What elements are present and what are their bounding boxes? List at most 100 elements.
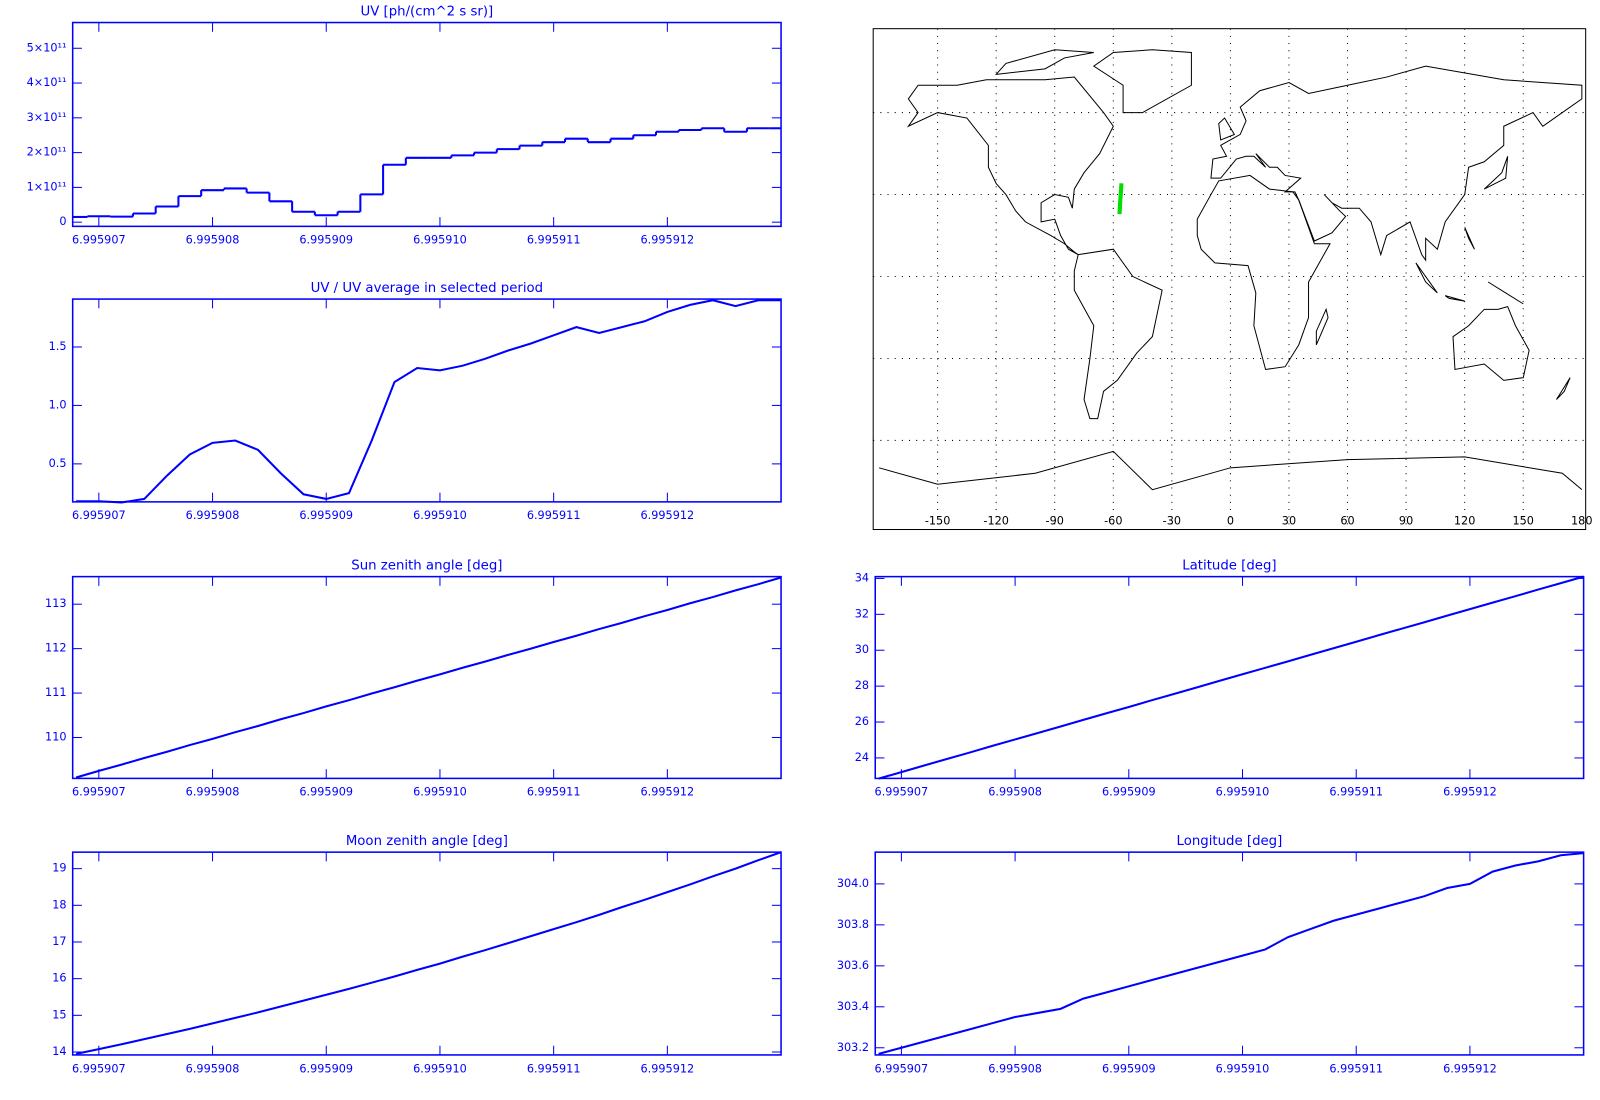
x-tick-label: 6.995911 bbox=[527, 786, 581, 799]
map-x-tick-label: 90 bbox=[1399, 514, 1413, 527]
y-tick-label: 0.5 bbox=[49, 457, 67, 470]
y-tick-label: 303.6 bbox=[837, 959, 869, 972]
north-america bbox=[908, 77, 1113, 255]
data-line bbox=[75, 576, 782, 779]
y-tick-label: 111 bbox=[45, 686, 66, 699]
x-tick-label: 6.995909 bbox=[299, 234, 353, 247]
y-tick-label: 303.8 bbox=[837, 918, 869, 931]
x-tick-label: 6.995912 bbox=[641, 786, 695, 799]
y-tick-label: 1.0 bbox=[49, 398, 67, 411]
x-tick-label: 6.995907 bbox=[72, 234, 126, 247]
chart-title: UV [ph/(cm^2 s sr)] bbox=[360, 4, 493, 19]
y-tick-label: 3×10¹¹ bbox=[27, 111, 67, 124]
x-tick-label: 6.995908 bbox=[186, 509, 240, 522]
y-tick-label: 17 bbox=[52, 935, 66, 948]
map-x-tick-label: -30 bbox=[1163, 514, 1181, 527]
x-tick-label: 6.995908 bbox=[186, 234, 240, 247]
y-tick-label: 34 bbox=[855, 571, 869, 584]
chart-title: UV / UV average in selected period bbox=[311, 281, 543, 296]
x-tick-label: 6.995909 bbox=[1102, 786, 1156, 799]
africa bbox=[1197, 175, 1330, 369]
y-tick-label: 113 bbox=[45, 597, 66, 610]
data-line bbox=[76, 299, 782, 504]
y-tick-label: 15 bbox=[52, 1008, 66, 1021]
plot-frame bbox=[874, 851, 1585, 1056]
x-tick-label: 6.995912 bbox=[1443, 1062, 1497, 1075]
x-tick-label: 6.995912 bbox=[641, 509, 695, 522]
map-x-tick-label: -90 bbox=[1046, 514, 1064, 527]
x-tick-label: 6.995907 bbox=[72, 509, 126, 522]
y-tick-label: 1×10¹¹ bbox=[27, 180, 67, 193]
australia bbox=[1453, 307, 1529, 381]
y-tick-label: 4×10¹¹ bbox=[27, 76, 67, 89]
y-tick-label: 5×10¹¹ bbox=[27, 41, 67, 54]
eurasia bbox=[1211, 66, 1582, 260]
x-tick-label: 6.995908 bbox=[988, 786, 1042, 799]
x-tick-label: 6.995911 bbox=[527, 234, 581, 247]
map-x-tick-label: 0 bbox=[1227, 514, 1234, 527]
x-tick-label: 6.995910 bbox=[413, 509, 467, 522]
x-tick-label: 6.995912 bbox=[1443, 786, 1497, 799]
x-tick-label: 6.995910 bbox=[413, 786, 467, 799]
x-tick-label: 6.995910 bbox=[413, 1062, 467, 1075]
x-tick-label: 6.995907 bbox=[875, 786, 929, 799]
map-frame bbox=[872, 28, 1587, 531]
plot-frame bbox=[71, 575, 782, 780]
map-x-tick-label: 180 bbox=[1571, 514, 1592, 527]
y-tick-label: 16 bbox=[52, 972, 66, 985]
x-tick-label: 6.995910 bbox=[1216, 1062, 1270, 1075]
y-tick-label: 0 bbox=[59, 215, 66, 228]
y-tick-label: 1.5 bbox=[49, 340, 67, 353]
islands bbox=[1219, 118, 1570, 399]
map-x-tick-label: -60 bbox=[1104, 514, 1122, 527]
coastlines bbox=[879, 50, 1582, 490]
x-tick-label: 6.995908 bbox=[988, 1062, 1042, 1075]
y-tick-label: 28 bbox=[855, 679, 869, 692]
x-tick-label: 6.995909 bbox=[299, 1062, 353, 1075]
map-x-tick-label: 150 bbox=[1512, 514, 1533, 527]
y-tick-label: 19 bbox=[52, 862, 66, 875]
ground-track bbox=[1117, 183, 1124, 215]
plot-frame bbox=[71, 298, 782, 503]
y-tick-label: 30 bbox=[855, 643, 869, 656]
chart-title: Sun zenith angle [deg] bbox=[351, 558, 502, 573]
y-tick-label: 14 bbox=[52, 1045, 66, 1058]
x-tick-label: 6.995912 bbox=[641, 234, 695, 247]
map-x-tick-label: -120 bbox=[983, 514, 1009, 527]
data-line bbox=[75, 851, 782, 1055]
x-tick-label: 6.995911 bbox=[527, 1062, 581, 1075]
x-tick-label: 6.995910 bbox=[1216, 786, 1270, 799]
y-tick-label: 2×10¹¹ bbox=[27, 146, 67, 159]
step-risers bbox=[86, 128, 748, 217]
plot-frame bbox=[71, 21, 782, 228]
x-tick-label: 6.995910 bbox=[413, 234, 467, 247]
y-tick-label: 110 bbox=[45, 731, 66, 744]
y-tick-label: 303.4 bbox=[837, 1000, 869, 1013]
x-tick-label: 6.995911 bbox=[527, 509, 581, 522]
x-tick-label: 6.995908 bbox=[186, 1062, 240, 1075]
x-tick-label: 6.995907 bbox=[72, 1062, 126, 1075]
arctic-islands bbox=[996, 50, 1094, 75]
y-tick-label: 304.0 bbox=[837, 877, 869, 890]
x-tick-label: 6.995907 bbox=[875, 1062, 929, 1075]
y-tick-label: 24 bbox=[855, 751, 869, 764]
x-tick-label: 6.995909 bbox=[299, 786, 353, 799]
y-tick-label: 26 bbox=[855, 715, 869, 728]
map-x-tick-label: 60 bbox=[1340, 514, 1354, 527]
map-x-tick-label: 30 bbox=[1282, 514, 1296, 527]
plot-frame bbox=[874, 575, 1585, 780]
x-tick-label: 6.995911 bbox=[1329, 786, 1383, 799]
x-tick-label: 6.995912 bbox=[641, 1062, 695, 1075]
x-tick-label: 6.995911 bbox=[1329, 1062, 1383, 1075]
map-x-tick-label: -150 bbox=[925, 514, 951, 527]
y-tick-label: 18 bbox=[52, 898, 66, 911]
chart-title: Longitude [deg] bbox=[1177, 834, 1283, 849]
x-tick-label: 6.995907 bbox=[72, 786, 126, 799]
data-line bbox=[878, 852, 1584, 1055]
data-line bbox=[878, 575, 1584, 780]
y-tick-label: 112 bbox=[45, 642, 66, 655]
x-tick-label: 6.995909 bbox=[1102, 1062, 1156, 1075]
antarctica bbox=[879, 451, 1582, 489]
